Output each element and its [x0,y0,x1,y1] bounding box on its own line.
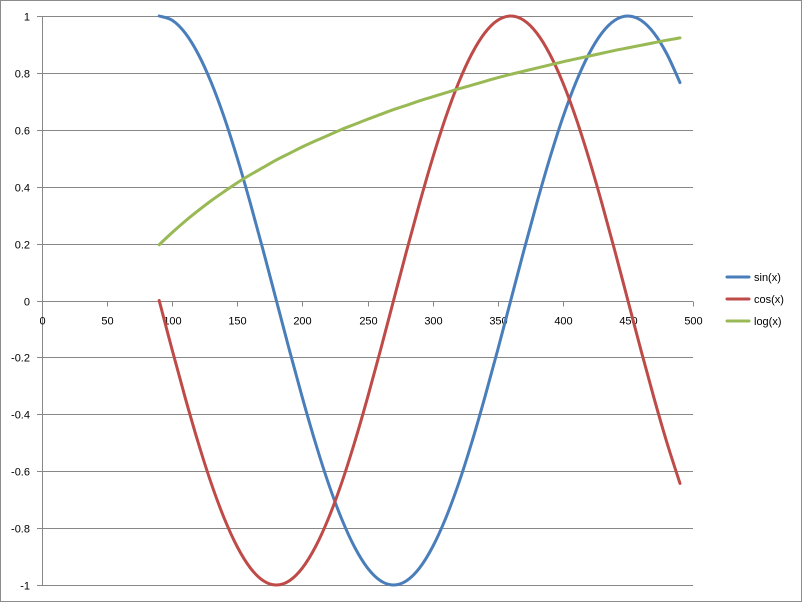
x-tick-label: 50 [101,316,113,328]
x-tick-label: 0 [39,316,45,328]
series-lines [157,14,682,587]
legend-label-cos-x: cos(x) [754,294,784,306]
x-tick-label: 300 [424,316,442,328]
y-tick-label: 0 [24,297,30,309]
x-tick-label: 150 [228,316,246,328]
x-tick-label: 100 [163,316,181,328]
y-tick-label: -1 [20,581,30,593]
x-tick-labels: 0 50 100 150 200 250 300 350 400 450 500 [39,316,702,328]
series-line-cos-x [157,14,682,587]
legend: sin(x) cos(x) log(x) [725,272,784,328]
x-tick-label: 500 [684,316,702,328]
y-tick-label: -0.2 [11,353,30,365]
y-tick-label: -0.6 [11,467,30,479]
legend-label-sin-x: sin(x) [754,272,781,284]
x-tick-label: 400 [554,316,572,328]
x-tick-label: 250 [359,316,377,328]
y-tick-label: 0.4 [15,183,30,195]
legend-label-log-x: log(x) [754,316,782,328]
y-tick-label: 0.2 [15,240,30,252]
y-tick-label: -0.4 [11,410,30,422]
y-tick-label: 1 [24,12,30,24]
axes [37,16,694,586]
series-line-sin-x [157,14,682,587]
series-line-log-x [157,36,682,247]
y-tick-label: 0.8 [15,69,30,81]
x-tick-label: 200 [293,316,311,328]
y-tick-labels: 1 0.8 0.6 0.4 0.2 0 -0.2 -0.4 -0.6 -0.8 -1 [11,12,30,593]
y-tick-label: 0.6 [15,126,30,138]
y-tick-label: -0.8 [11,524,30,536]
